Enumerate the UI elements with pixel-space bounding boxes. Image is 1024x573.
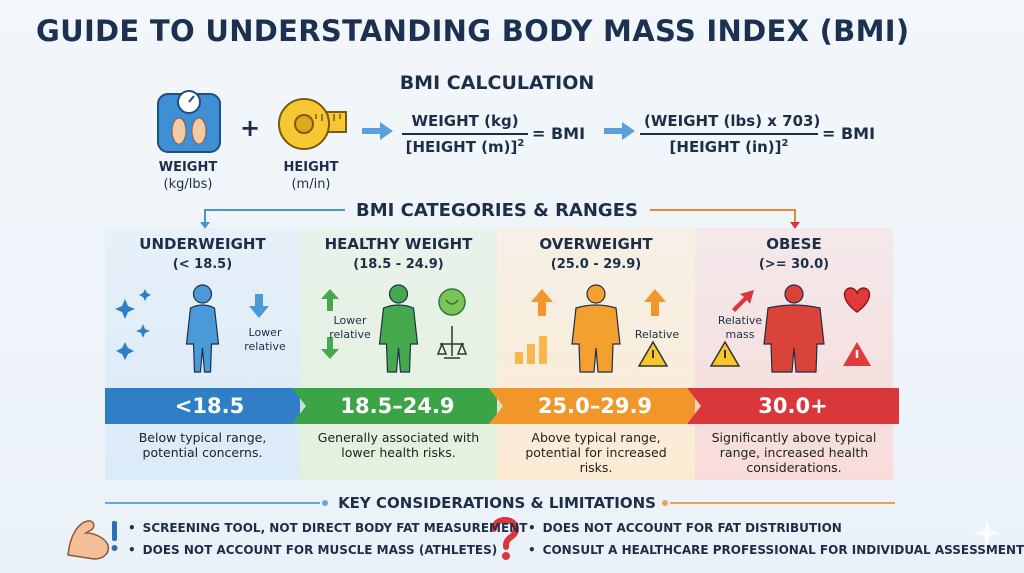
category-description: Above typical range, potential for incre… <box>525 430 667 475</box>
category-name: OBESE <box>766 235 822 253</box>
range-band: <18.5 <box>105 388 314 424</box>
calc-heading: BMI CALCULATION <box>399 72 595 94</box>
category-description: Generally associated with lower health r… <box>317 430 480 460</box>
category-panel: OVERWEIGHT (25.0 - 29.9) Relative <box>497 228 695 480</box>
metric-denominator-row: [HEIGHT (m)]2 <box>402 135 528 156</box>
category-panel: HEALTHY WEIGHT (18.5 - 24.9) Lower relativ… <box>300 228 497 480</box>
metric-exponent: 2 <box>517 138 525 149</box>
category-illustration <box>515 284 669 373</box>
weight-label: WEIGHT <box>158 160 218 175</box>
imperial-exponent: 2 <box>781 138 789 149</box>
title: GUIDE TO UNDERSTANDING BODY MASS INDEX (… <box>36 14 910 48</box>
category-illustration <box>115 284 269 373</box>
metric-result: = BMI <box>532 124 586 143</box>
consideration-item: DOES NOT ACCOUNT FOR FAT DISTRIBUTION <box>528 521 842 535</box>
consideration-item: SCREENING TOOL, NOT DIRECT BODY FAT MEAS… <box>128 521 528 535</box>
consideration-item: CONSULT A HEALTHCARE PROFESSIONAL FOR IN… <box>528 543 1024 557</box>
icon-label: Lower relative <box>244 326 286 353</box>
scale-icon <box>157 90 221 153</box>
weight-units: (kg/lbs) <box>163 177 213 192</box>
considerations-heading: KEY CONSIDERATIONS & LIMITATIONS <box>338 494 656 512</box>
metric-formula: WEIGHT (kg) [HEIGHT (m)]2 <box>402 112 528 156</box>
icon-label: Relative <box>634 328 680 341</box>
category-range: (>= 30.0) <box>758 257 830 272</box>
category-connectors <box>200 209 800 229</box>
category-name: UNDERWEIGHT <box>139 235 266 253</box>
consideration-rules <box>105 500 895 506</box>
tape-icon <box>278 98 347 150</box>
category-name: OVERWEIGHT <box>539 235 653 253</box>
imperial-result: = BMI <box>822 124 876 143</box>
category-panel: OBESE (>= 30.0) Relative mass <box>695 228 893 480</box>
category-panel: UNDERWEIGHT (< 18.5) Lower relative <box>105 228 300 480</box>
consideration-item: DOES NOT ACCOUNT FOR MUSCLE MASS (ATHLET… <box>128 543 498 557</box>
category-range: (25.0 - 29.9) <box>550 257 642 272</box>
imperial-denominator-row: [HEIGHT (in)]2 <box>640 135 818 156</box>
arrow-right <box>362 122 393 140</box>
arrow-right <box>604 122 635 140</box>
muscle-icon <box>67 520 118 560</box>
range-band: 18.5–24.9 <box>292 388 503 424</box>
category-name: HEALTHY WEIGHT <box>324 235 473 253</box>
range-band: 30.0+ <box>687 388 899 424</box>
categories-heading: BMI CATEGORIES & RANGES <box>356 200 638 221</box>
height-label: HEIGHT <box>283 160 339 175</box>
height-units: (m/in) <box>291 177 331 192</box>
imperial-numerator: (WEIGHT (lbs) x 703) <box>640 112 820 135</box>
metric-numerator: WEIGHT (kg) <box>402 112 528 135</box>
category-range: (< 18.5) <box>172 257 233 272</box>
category-illustration <box>321 284 468 373</box>
category-description: Significantly above typical range, incre… <box>711 430 877 475</box>
plus-sign: + <box>240 114 261 142</box>
range-band: 25.0–29.9 <box>489 388 701 424</box>
imperial-denominator: [HEIGHT (in)] <box>669 138 782 156</box>
imperial-formula: (WEIGHT (lbs) x 703) [HEIGHT (in)]2 <box>640 112 820 156</box>
category-description: Below typical range, potential concerns. <box>138 430 267 460</box>
metric-denominator: [HEIGHT (m)] <box>405 138 518 156</box>
icon-label: Relative mass <box>717 314 763 341</box>
sparkle-mark <box>974 520 1000 546</box>
icon-label: Lower relative <box>329 314 371 341</box>
category-range: (18.5 - 24.9) <box>353 257 444 272</box>
category-illustration <box>709 284 871 373</box>
